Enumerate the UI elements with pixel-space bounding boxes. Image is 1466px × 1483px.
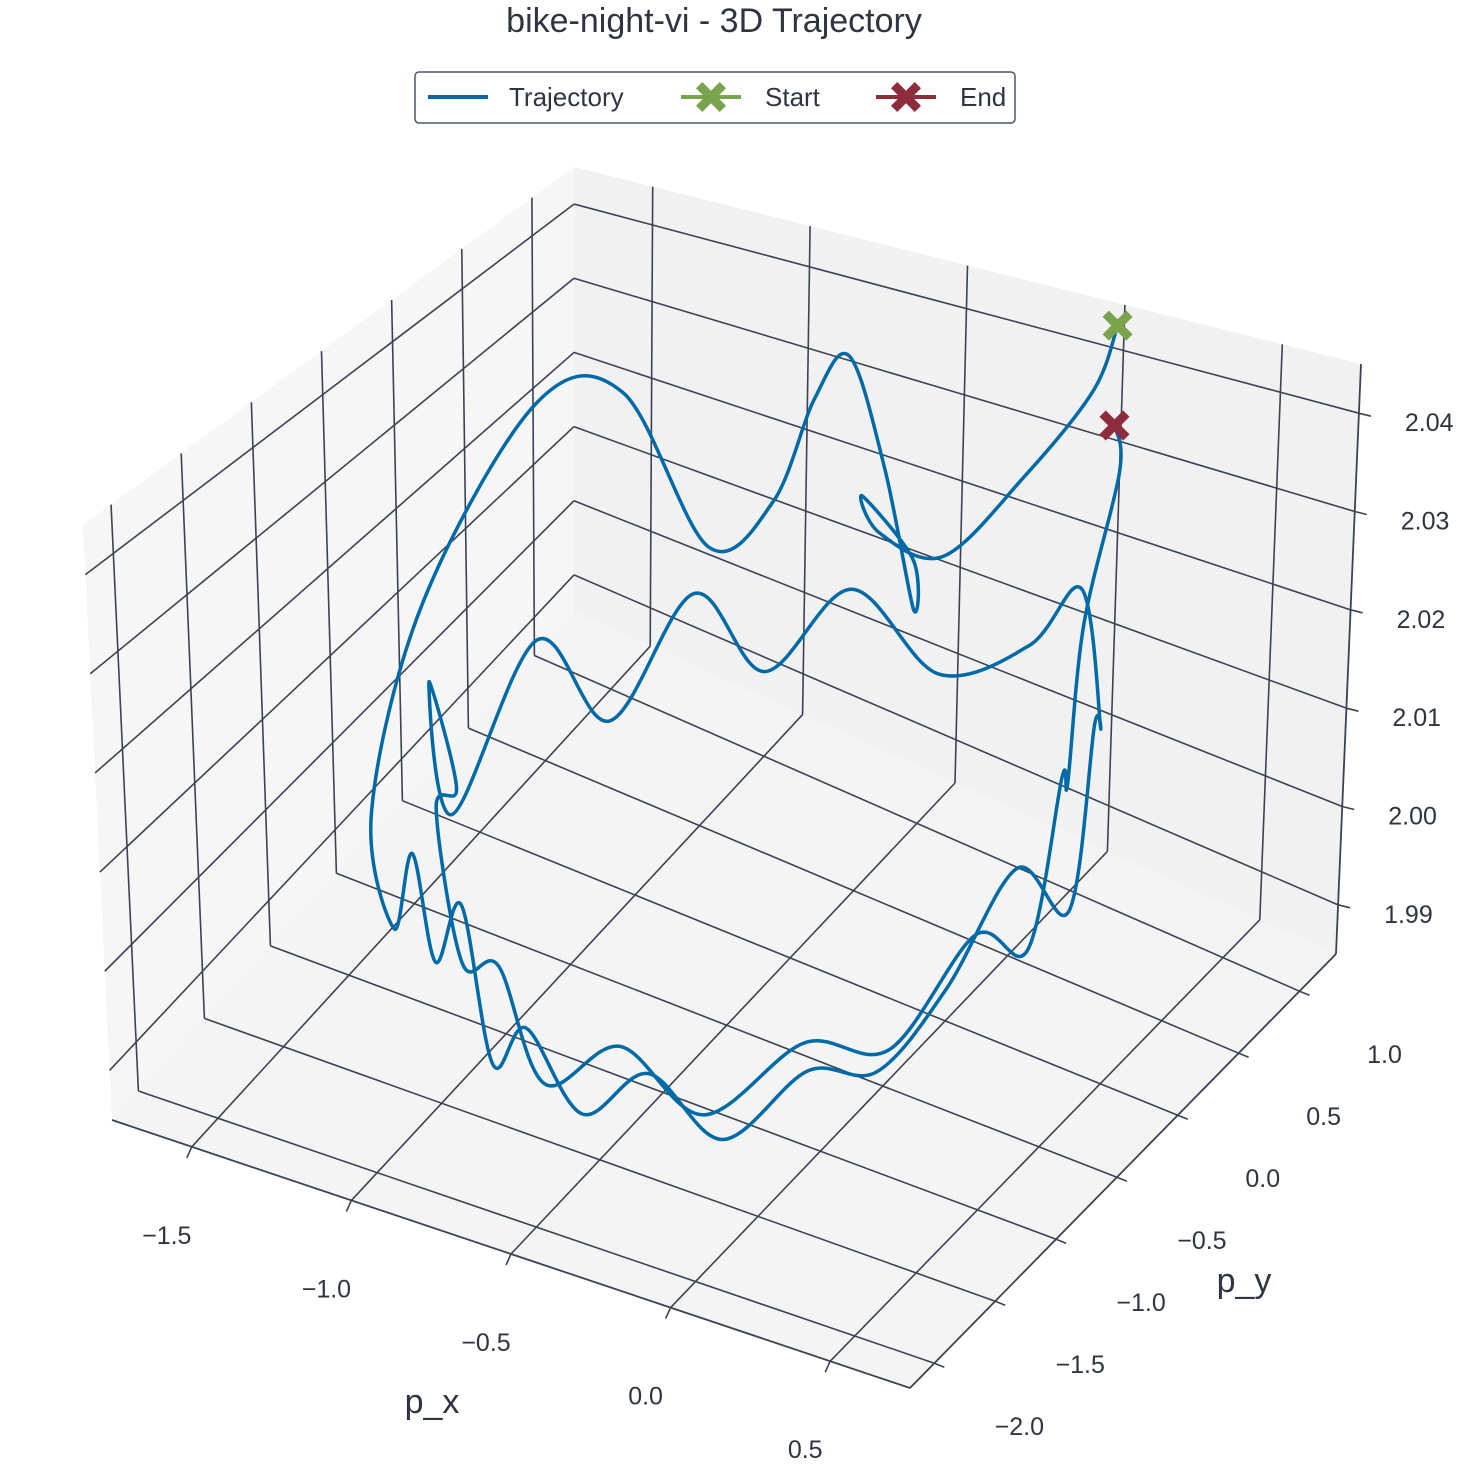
z-grid-left: [99, 426, 575, 873]
x-tick-mark: [824, 1360, 831, 1373]
z-tick-label: 2.03: [1401, 508, 1450, 536]
y-grid-left: [250, 402, 272, 946]
y-grid-floor: [138, 1090, 935, 1364]
legend-entry-trajectory: Trajectory: [428, 82, 624, 112]
z-tick-mark: [1346, 707, 1359, 712]
y-tick-mark: [1177, 1114, 1189, 1120]
y-grid-floor: [468, 727, 1239, 1054]
y-axis-label: p_y: [1217, 1262, 1272, 1300]
y-tick-mark: [1299, 990, 1310, 996]
z-tick-label: 2.02: [1397, 606, 1446, 634]
y-axis-line: [909, 953, 1337, 1389]
y-tick-mark: [1116, 1176, 1128, 1182]
legend-start-marker: [696, 82, 726, 112]
x-grid-back: [1106, 304, 1126, 852]
z-grid-left: [84, 203, 575, 576]
x-axis-label: p_x: [405, 1383, 460, 1421]
z-tick-mark: [1354, 510, 1367, 516]
z-grid-back: [573, 425, 1347, 709]
z-axis-line: [1335, 363, 1362, 955]
y-grid-floor: [534, 654, 1300, 992]
x-grid-floor: [510, 782, 956, 1255]
y-grid-floor: [402, 799, 1179, 1116]
y-tick-label: −1.0: [1116, 1289, 1165, 1317]
x-tick-label: −0.5: [461, 1329, 510, 1357]
z-grid-back: [573, 277, 1355, 513]
legend-end-marker: [891, 82, 921, 112]
y-tick-label: −0.5: [1177, 1227, 1226, 1255]
z-tick-mark: [1358, 412, 1372, 417]
end-marker: [1099, 410, 1130, 441]
legend-start-label: Start: [765, 82, 821, 112]
back-pane: [574, 167, 1361, 954]
z-tick-label: 2.00: [1388, 803, 1437, 831]
z-tick-mark: [1337, 904, 1351, 909]
x-grid-back: [954, 265, 969, 784]
z-grid-left: [104, 500, 575, 972]
x-tick-mark: [345, 1200, 353, 1212]
y-grid-floor: [270, 945, 1057, 1240]
z-tick-label: 1.99: [1384, 901, 1433, 929]
x-grid-floor: [350, 714, 804, 1201]
start-marker: [1102, 310, 1133, 341]
z-grid-left: [108, 574, 575, 1071]
y-tick-mark: [934, 1362, 945, 1368]
z-tick-mark: [1342, 805, 1355, 811]
y-tick-mark: [1238, 1052, 1249, 1058]
legend-trajectory-label: Trajectory: [509, 82, 624, 112]
x-tick-mark: [505, 1253, 512, 1266]
y-tick-label: −1.5: [1056, 1351, 1105, 1379]
legend-end-label: End: [960, 82, 1006, 112]
y-tick-label: 0.5: [1306, 1103, 1341, 1131]
z-grid-back: [573, 574, 1339, 906]
z-tick-label: 2.04: [1405, 409, 1454, 437]
y-grid-floor: [204, 1017, 996, 1302]
z-grid-left: [89, 277, 575, 675]
legend-entry-end: End: [876, 82, 1006, 112]
z-grid-left: [94, 351, 575, 774]
legend: Trajectory Start End: [414, 71, 1016, 124]
y-tick-mark: [1055, 1238, 1067, 1244]
grid-lines: [84, 186, 1360, 1364]
z-grid-back: [573, 203, 1360, 414]
left-pane: [83, 167, 574, 1120]
x-tick-label: −1.5: [142, 1222, 191, 1250]
tick-labels: −1.5 −1.0 −0.5 0.0 0.5 −2.0 −1.5 −1.0 −0.5 0.0 0.5…: [142, 409, 1454, 1464]
y-grid-left: [390, 299, 404, 801]
legend-entry-start: Start: [681, 82, 821, 112]
y-grid-left: [110, 504, 140, 1092]
z-grid-back: [573, 351, 1351, 611]
y-grid-left: [320, 351, 338, 874]
chart-title: bike-night-vi - 3D Trajectory: [506, 2, 922, 40]
x-grid-back: [1259, 344, 1284, 920]
z-tick-mark: [1350, 609, 1363, 614]
y-grid-left: [180, 453, 206, 1019]
floor-pane: [112, 612, 1336, 1388]
endpoint-markers: [1099, 310, 1133, 441]
x-tick-label: −1.0: [302, 1275, 351, 1303]
z-tick-label: 2.01: [1392, 704, 1441, 732]
y-tick-label: 1.0: [1367, 1041, 1402, 1069]
y-tick-label: 0.0: [1245, 1165, 1280, 1193]
trajectory-line: [369, 323, 1123, 1142]
y-grid-left: [460, 248, 470, 729]
axis-lines: [111, 363, 1372, 1389]
x-tick-label: 0.5: [788, 1436, 823, 1464]
x-tick-mark: [664, 1307, 672, 1319]
y-grid-left: [531, 197, 536, 656]
z-grid-back: [573, 500, 1343, 808]
y-tick-label: −2.0: [995, 1413, 1044, 1441]
y-tick-mark: [994, 1300, 1006, 1306]
x-tick-mark: [186, 1146, 193, 1159]
x-grid-back: [649, 186, 654, 647]
x-grid-floor: [829, 919, 1261, 1362]
x-tick-label: 0.0: [628, 1383, 663, 1411]
